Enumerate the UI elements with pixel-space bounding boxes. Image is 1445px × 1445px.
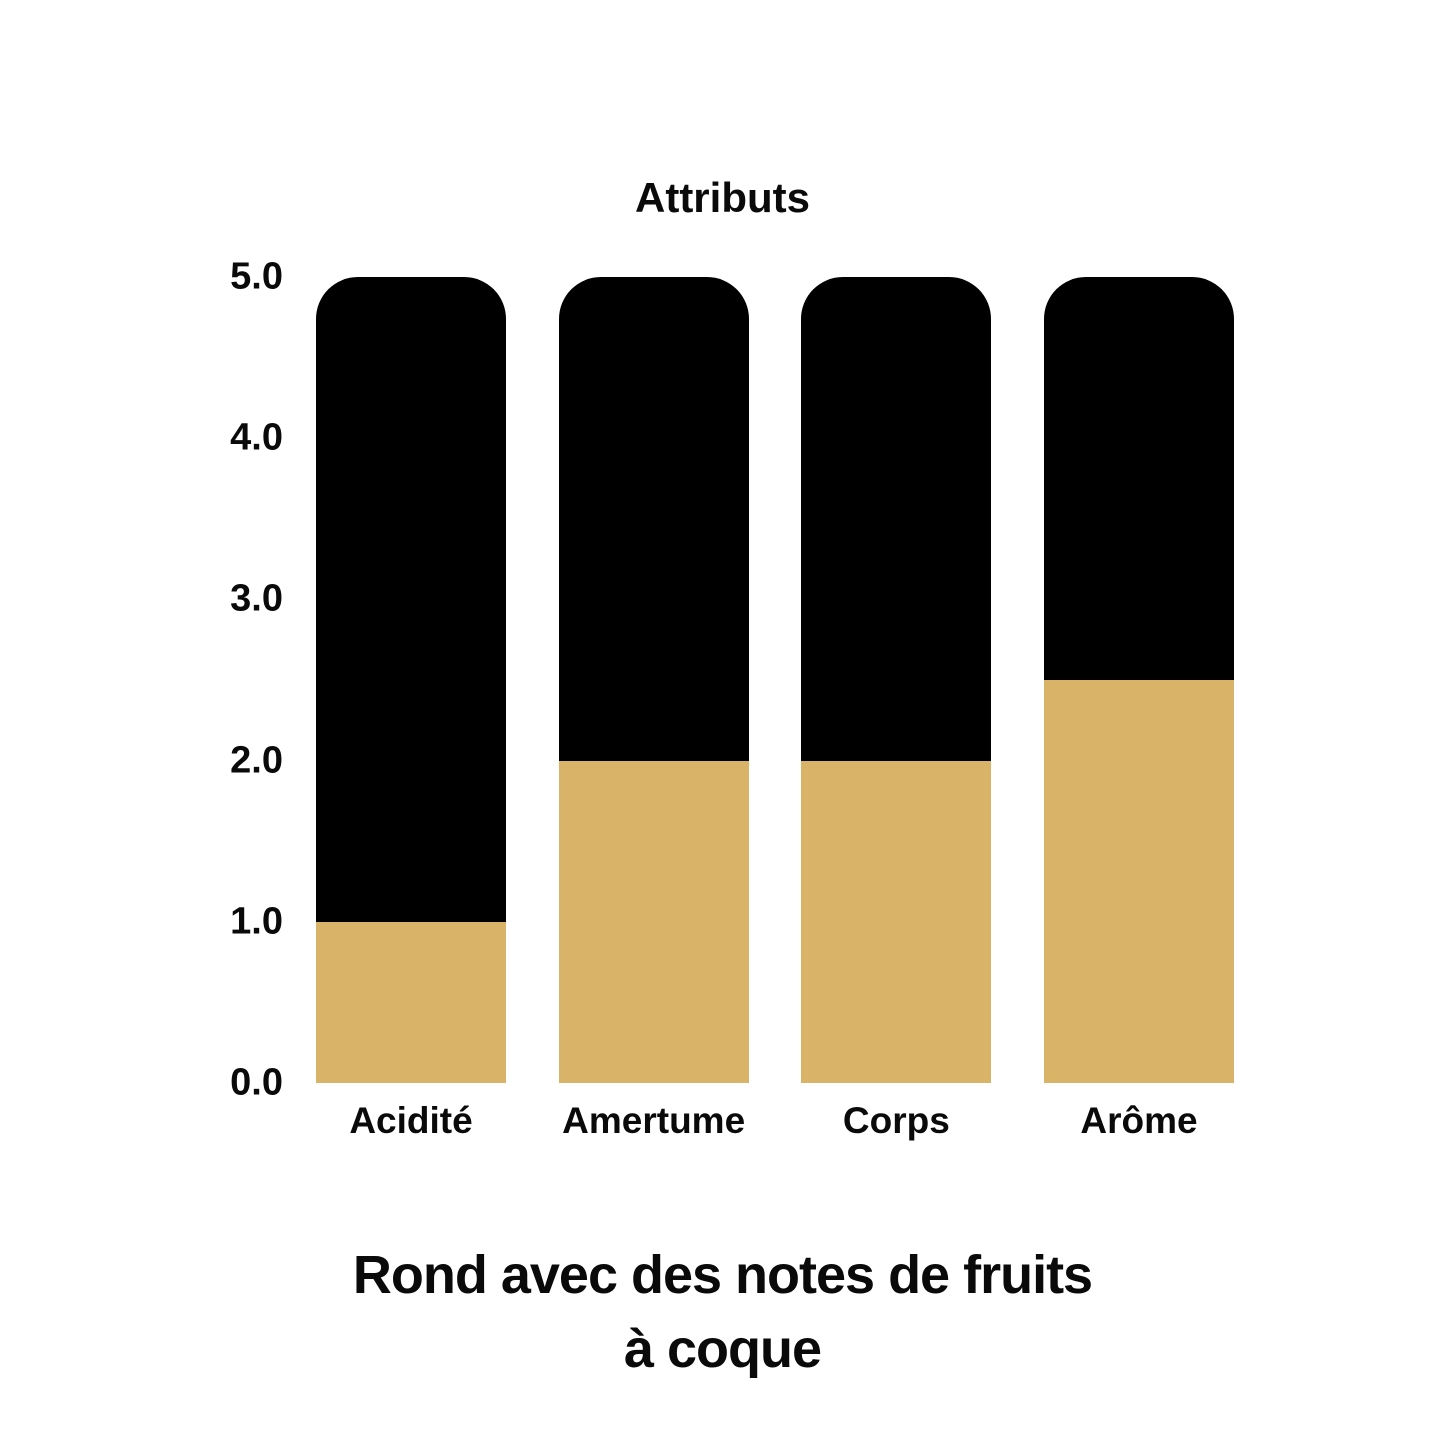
bar-fill-amertume (558, 760, 749, 1083)
bar-corps (801, 277, 992, 1083)
chart-title: Attributs (635, 174, 810, 221)
x-label-arôme: Arôme (1080, 1100, 1198, 1141)
caption-line-1: Rond avec des notes de fruits (352, 1245, 1093, 1305)
caption: Rond avec des notes de fruits à coque (0, 1238, 1445, 1386)
y-tick-label-0.0: 0.0 (230, 1061, 283, 1104)
y-tick-label-2.0: 2.0 (230, 739, 283, 782)
bar-fill-corps (801, 760, 992, 1083)
x-label-amertume: Amertume (562, 1100, 746, 1141)
bar-fill-acidité (316, 921, 506, 1083)
bar-amertume (558, 277, 749, 1083)
bar-fill-arôme (1043, 680, 1234, 1083)
y-tick-label-1.0: 1.0 (230, 900, 283, 943)
y-tick-label-5.0: 5.0 (230, 255, 283, 298)
x-axis-labels: Acidité Amertume Corps Arôme (316, 1100, 1234, 1152)
y-axis: 5.0 4.0 3.0 2.0 1.0 0.0 (0, 256, 300, 1104)
caption-line-2: à coque (623, 1319, 822, 1379)
x-label-corps: Corps (842, 1100, 950, 1141)
y-tick-label-4.0: 4.0 (230, 416, 283, 459)
bar-arôme (1043, 277, 1234, 1083)
x-label-acidité: Acidité (349, 1100, 473, 1141)
plot-area (316, 277, 1234, 1083)
bar-acidité (316, 277, 506, 1083)
y-tick-label-3.0: 3.0 (230, 577, 283, 620)
